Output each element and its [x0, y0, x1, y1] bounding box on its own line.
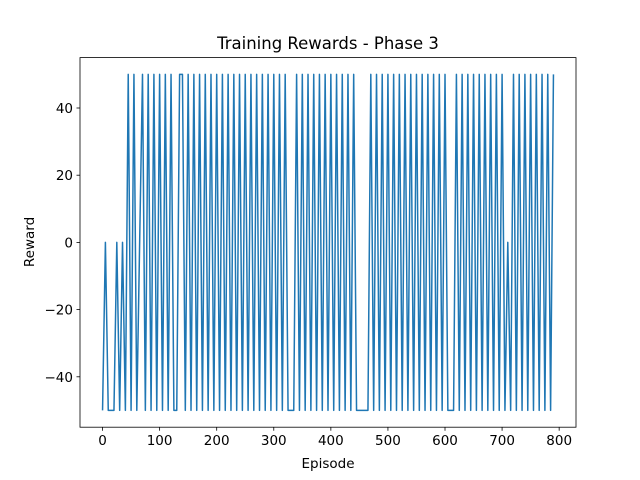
- chart-title: Training Rewards - Phase 3: [216, 34, 439, 53]
- y-tick-label: −20: [45, 303, 74, 319]
- y-tick-label: 40: [56, 101, 73, 117]
- data-line: [101, 73, 555, 412]
- x-tick-label: 500: [375, 433, 401, 449]
- x-axis-label: Episode: [301, 456, 354, 472]
- x-tick-label: 400: [318, 433, 344, 449]
- x-tick-label: 800: [546, 433, 572, 449]
- x-tick-label: 600: [432, 433, 458, 449]
- y-axis-label: Reward: [22, 217, 38, 267]
- x-tick-label: 200: [204, 433, 230, 449]
- x-tick-label: 100: [147, 433, 173, 449]
- y-tick-label: 20: [56, 168, 73, 184]
- x-tick-label: 300: [261, 433, 287, 449]
- y-tick-label: −40: [45, 370, 74, 386]
- x-tick-label: 0: [98, 433, 107, 449]
- y-tick-label: 0: [64, 235, 73, 251]
- x-tick-label: 700: [489, 433, 515, 449]
